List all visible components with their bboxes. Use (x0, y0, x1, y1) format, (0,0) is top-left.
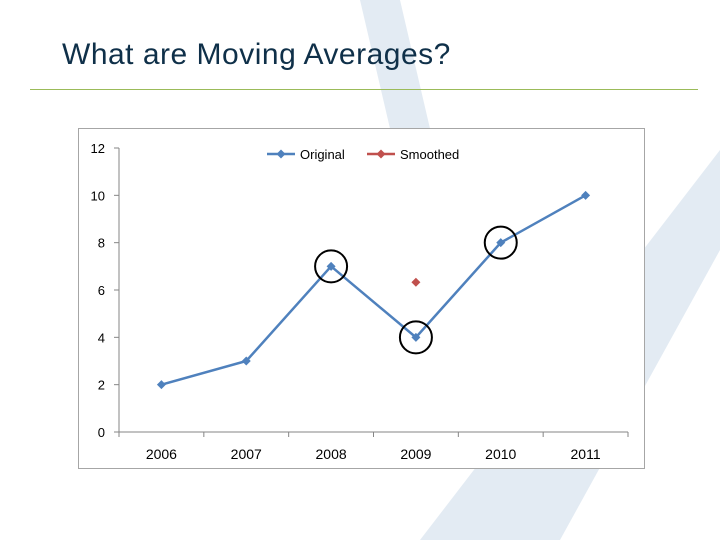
data-point-original (241, 356, 251, 366)
x-tick-label: 2011 (571, 446, 601, 462)
y-tick-label: 4 (98, 330, 105, 345)
legend-label-original: Original (300, 147, 345, 162)
data-point-original (156, 380, 166, 390)
annotation-circle (398, 320, 433, 355)
y-tick-label: 2 (98, 378, 105, 393)
y-tick-label: 12 (91, 141, 105, 156)
line-chart: 0 2 4 6 8 10 12 2006 2007 2008 2009 2010 2011 Origina… (91, 141, 629, 462)
data-point-original (581, 190, 591, 200)
data-point-original (411, 332, 421, 342)
title-divider (30, 89, 698, 90)
y-tick-label: 10 (91, 188, 105, 203)
y-tick-label: 8 (98, 236, 105, 251)
slide-title: What are Moving Averages? (62, 38, 451, 71)
data-point-original (326, 261, 336, 271)
series-line-original (161, 194, 587, 386)
x-tick-label: 2010 (485, 446, 516, 462)
y-tick-label: 6 (98, 283, 105, 298)
annotation-circle (314, 249, 349, 284)
data-point-original (496, 238, 506, 248)
legend-marker-original (276, 149, 286, 159)
legend-label-smoothed: Smoothed (400, 147, 459, 162)
x-tick-label: 2007 (231, 446, 262, 462)
data-point-smoothed (411, 277, 421, 287)
annotation-circle (483, 225, 518, 260)
x-tick-label: 2008 (316, 446, 347, 462)
x-tick-label: 2009 (400, 446, 431, 462)
x-tick-label: 2006 (146, 446, 177, 462)
legend-marker-smoothed (376, 149, 386, 159)
y-tick-label: 0 (98, 425, 105, 440)
chart-frame: 0 2 4 6 8 10 12 2006 2007 2008 2009 2010 2011 Origina… (78, 128, 645, 469)
